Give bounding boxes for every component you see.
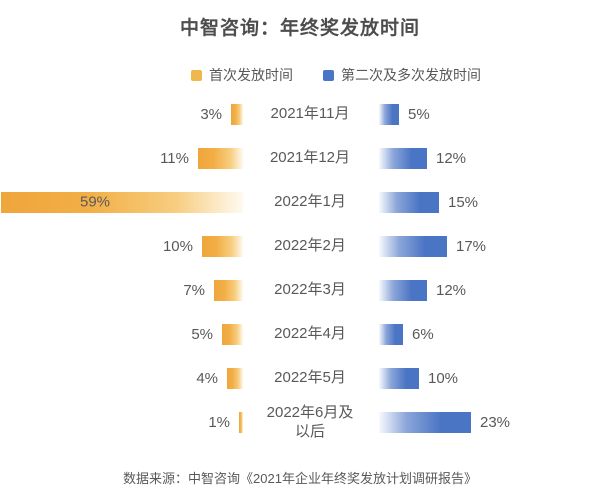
category-label: 2022年3月 <box>274 281 346 299</box>
bar-rows: 3% 2021年11月 5% 11% 2021年12月 12% 59% 2022年1月 15% 1… <box>0 92 600 444</box>
category-label: 2022年1月 <box>274 193 346 211</box>
second-series-zone: 5% <box>377 103 600 125</box>
second-series-value-label: 23% <box>480 413 511 431</box>
second-series-bar <box>379 235 447 257</box>
first-series-value-label: 10% <box>162 237 193 255</box>
first-series-bar <box>202 235 243 257</box>
second-series-value-label: 12% <box>436 149 467 167</box>
chart-row: 4% 2022年5月 10% <box>0 356 600 400</box>
second-series-bar <box>379 411 471 433</box>
first-series-zone: 7% <box>0 268 243 312</box>
first-series-zone: 10% <box>0 224 243 268</box>
first-series-bar <box>239 411 243 433</box>
legend: 首次发放时间 第二次及多次发放时间 <box>191 65 481 85</box>
second-series-zone: 17% <box>377 235 600 257</box>
legend-swatch-blue-icon <box>323 69 334 81</box>
second-series-value-label: 12% <box>436 281 467 299</box>
first-series-value-label: 1% <box>208 413 230 431</box>
first-series-value-label: 59% <box>80 193 111 211</box>
second-series-bar <box>379 103 399 125</box>
second-series-value-label: 5% <box>408 105 430 123</box>
chart-row: 59% 2022年1月 15% <box>0 180 600 224</box>
legend-label-first-payout: 首次发放时间 <box>209 67 293 83</box>
chart-row: 11% 2021年12月 12% <box>0 136 600 180</box>
second-series-bar <box>379 367 419 389</box>
legend-label-second-payout: 第二次及多次发放时间 <box>341 67 481 83</box>
chart-row: 3% 2021年11月 5% <box>0 92 600 136</box>
first-series-value-label: 5% <box>191 325 213 343</box>
first-series-bar <box>198 147 243 169</box>
first-series-zone: 4% <box>0 356 243 400</box>
first-series-value-label: 11% <box>160 149 189 167</box>
first-series-zone: 5% <box>0 312 243 356</box>
chart-row: 7% 2022年3月 12% <box>0 268 600 312</box>
first-series-bar <box>231 103 243 125</box>
second-series-bar <box>379 147 427 169</box>
second-series-zone: 12% <box>377 147 600 169</box>
second-series-bar <box>379 323 403 345</box>
second-series-value-label: 17% <box>456 237 487 255</box>
first-series-bar <box>222 323 243 345</box>
data-source: 数据来源：中智咨询《2021年企业年终奖发放计划调研报告》 <box>123 471 477 486</box>
first-series-value-label: 7% <box>183 281 205 299</box>
second-series-value-label: 15% <box>448 193 479 211</box>
chart-row: 5% 2022年4月 6% <box>0 312 600 356</box>
category-label: 2022年5月 <box>274 369 346 387</box>
second-series-bar <box>379 279 427 301</box>
legend-swatch-yellow-icon <box>191 69 202 81</box>
second-series-zone: 6% <box>377 323 600 345</box>
second-series-zone: 12% <box>377 279 600 301</box>
chart-title: 中智咨询：年终奖发放时间 <box>179 18 420 39</box>
category-label: 2022年6月及 以后 <box>266 403 354 441</box>
first-series-zone: 59% <box>0 180 243 224</box>
chart-row: 10% 2022年2月 17% <box>0 224 600 268</box>
second-series-zone: 10% <box>377 367 600 389</box>
category-label: 2022年2月 <box>274 237 346 255</box>
first-series-zone: 1% <box>0 400 243 444</box>
chart-row: 1% 2022年6月及 以后 23% <box>0 400 600 444</box>
legend-item-first-payout: 首次发放时间 <box>191 65 293 85</box>
first-series-zone: 11% <box>0 136 243 180</box>
first-series-zone: 3% <box>0 92 243 136</box>
second-series-bar <box>379 191 439 213</box>
first-series-bar <box>227 367 243 389</box>
legend-item-second-payout: 第二次及多次发放时间 <box>323 65 481 85</box>
first-series-value-label: 3% <box>200 105 222 123</box>
category-label: 2022年4月 <box>274 325 346 343</box>
category-label: 2021年12月 <box>269 149 351 167</box>
category-label: 2021年11月 <box>270 105 350 123</box>
first-series-value-label: 4% <box>196 369 218 387</box>
second-series-zone: 23% <box>377 411 600 433</box>
first-series-bar <box>1 191 243 213</box>
second-series-value-label: 6% <box>412 325 434 343</box>
first-series-bar <box>214 279 243 301</box>
second-series-value-label: 10% <box>428 369 459 387</box>
second-series-zone: 15% <box>377 191 600 213</box>
